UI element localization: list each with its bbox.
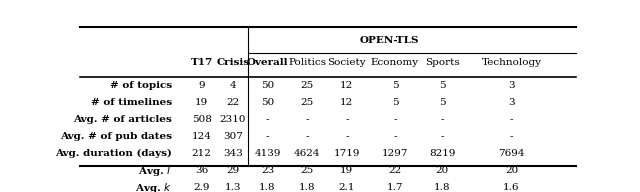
- Text: 22: 22: [388, 166, 401, 175]
- Text: 508: 508: [191, 115, 211, 124]
- Text: 2310: 2310: [220, 115, 246, 124]
- Text: 124: 124: [191, 132, 211, 141]
- Text: -: -: [345, 132, 349, 141]
- Text: Overall: Overall: [247, 58, 288, 67]
- Text: 1297: 1297: [381, 149, 408, 158]
- Text: 5: 5: [439, 98, 445, 107]
- Text: -: -: [266, 115, 269, 124]
- Text: # of timelines: # of timelines: [91, 98, 172, 107]
- Text: 4: 4: [230, 81, 236, 90]
- Text: Avg. # of articles: Avg. # of articles: [73, 115, 172, 124]
- Text: 23: 23: [261, 166, 274, 175]
- Text: 20: 20: [505, 166, 518, 175]
- Text: 50: 50: [261, 98, 274, 107]
- Text: Crisis: Crisis: [216, 58, 250, 67]
- Text: 25: 25: [301, 98, 314, 107]
- Text: 307: 307: [223, 132, 243, 141]
- Text: 212: 212: [191, 149, 211, 158]
- Text: 1.8: 1.8: [259, 183, 276, 192]
- Text: 25: 25: [301, 81, 314, 90]
- Text: 1.8: 1.8: [434, 183, 451, 192]
- Text: 25: 25: [301, 166, 314, 175]
- Text: 9: 9: [198, 81, 205, 90]
- Text: # of topics: # of topics: [109, 81, 172, 90]
- Text: 3: 3: [508, 98, 515, 107]
- Text: -: -: [440, 132, 444, 141]
- Text: 1.7: 1.7: [387, 183, 403, 192]
- Text: Avg. $l$: Avg. $l$: [138, 164, 172, 178]
- Text: 1.3: 1.3: [225, 183, 241, 192]
- Text: 343: 343: [223, 149, 243, 158]
- Text: -: -: [393, 132, 397, 141]
- Text: 12: 12: [340, 81, 353, 90]
- Text: T17: T17: [190, 58, 212, 67]
- Text: Technology: Technology: [481, 58, 541, 67]
- Text: 8219: 8219: [429, 149, 455, 158]
- Text: Politics: Politics: [288, 58, 326, 67]
- Text: 12: 12: [340, 98, 353, 107]
- Text: -: -: [440, 115, 444, 124]
- Text: 4139: 4139: [254, 149, 281, 158]
- Text: -: -: [510, 115, 513, 124]
- Text: 2.1: 2.1: [339, 183, 355, 192]
- Text: 5: 5: [439, 81, 445, 90]
- Text: 1719: 1719: [333, 149, 360, 158]
- Text: 29: 29: [226, 166, 239, 175]
- Text: OPEN-TLS: OPEN-TLS: [360, 36, 419, 45]
- Text: 19: 19: [195, 98, 208, 107]
- Text: -: -: [393, 115, 397, 124]
- Text: 5: 5: [392, 81, 398, 90]
- Text: -: -: [266, 132, 269, 141]
- Text: Society: Society: [328, 58, 366, 67]
- Text: Economy: Economy: [371, 58, 419, 67]
- Text: -: -: [345, 115, 349, 124]
- Text: 19: 19: [340, 166, 353, 175]
- Text: 36: 36: [195, 166, 208, 175]
- Text: 1.8: 1.8: [299, 183, 316, 192]
- Text: 50: 50: [261, 81, 274, 90]
- Text: 4624: 4624: [294, 149, 321, 158]
- Text: -: -: [510, 132, 513, 141]
- Text: 5: 5: [392, 98, 398, 107]
- Text: Sports: Sports: [425, 58, 460, 67]
- Text: Avg. $k$: Avg. $k$: [135, 181, 172, 192]
- Text: Avg. duration (days): Avg. duration (days): [55, 149, 172, 158]
- Text: -: -: [305, 132, 309, 141]
- Text: Avg. # of pub dates: Avg. # of pub dates: [60, 132, 172, 141]
- Text: 20: 20: [435, 166, 449, 175]
- Text: -: -: [305, 115, 309, 124]
- Text: 7694: 7694: [499, 149, 525, 158]
- Text: 1.6: 1.6: [503, 183, 520, 192]
- Text: 3: 3: [508, 81, 515, 90]
- Text: 2.9: 2.9: [193, 183, 210, 192]
- Text: 22: 22: [226, 98, 239, 107]
